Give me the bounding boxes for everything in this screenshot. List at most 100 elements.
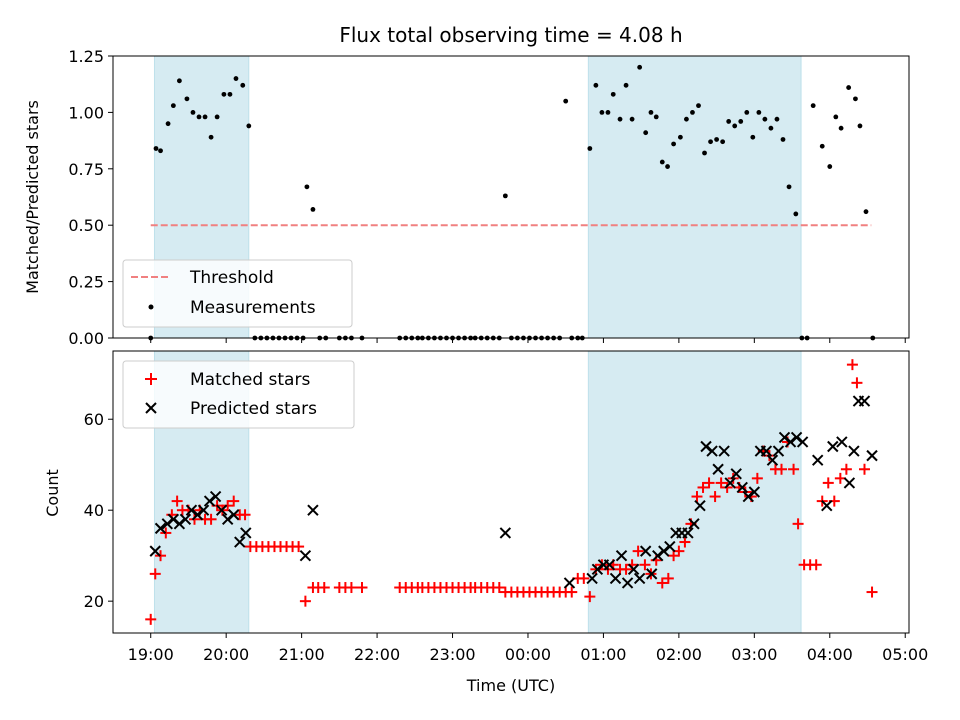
measurement-point: [677, 134, 683, 140]
predicted-star-point: [173, 518, 186, 530]
predicted-star-b: [203, 495, 216, 507]
measurement-point: [665, 164, 670, 169]
measurement-point: [750, 134, 756, 140]
predicted-star-point: [167, 513, 180, 525]
matched-star-point: [810, 559, 822, 571]
shaded-span: [587, 350, 802, 634]
predicted-star-b: [766, 454, 779, 466]
bottom-legend-box: [122, 360, 355, 429]
x-tick-label: 01:00: [580, 645, 626, 664]
measurement-point: [502, 193, 508, 199]
predicted-star-point: [730, 468, 742, 480]
measurement-point: [744, 110, 750, 115]
matched-star-point: [293, 541, 305, 553]
predicted-star-b: [185, 504, 198, 516]
predicted-star-point: [621, 577, 634, 589]
predicted-star-b: [866, 449, 878, 462]
bottom-panel: 20 40 60 19:00 20:00 21:00 22:00 23:00 00:00 01:…: [43, 350, 928, 695]
predicted-star-point: [790, 431, 803, 444]
measurement-point: [610, 91, 616, 97]
predicted-star-point: [712, 463, 724, 475]
predicted-star-b: [784, 436, 797, 448]
legend-measurements-label: Measurements: [190, 298, 316, 318]
measurement-point: [857, 123, 863, 129]
shaded-span: [587, 55, 802, 339]
matched-star-point: [188, 513, 200, 525]
predicted-star-point: [154, 522, 167, 535]
predicted-star-b: [499, 527, 512, 539]
predicted-star-b: [603, 559, 616, 571]
top-legend-box: [122, 259, 353, 328]
predicted-star-b: [563, 577, 576, 589]
predicted-star-b: [633, 572, 646, 585]
matched-star-point: [662, 572, 674, 584]
measurement-point: [690, 110, 695, 115]
measurement-point: [696, 103, 701, 109]
measurement-point: [599, 110, 605, 115]
predicted-star-b: [848, 445, 860, 457]
predicted-star-b: [154, 522, 167, 535]
predicted-star-b: [215, 504, 228, 516]
measurement-point: [246, 123, 252, 129]
matched-star-point: [679, 536, 691, 548]
measurement-point: [227, 91, 233, 97]
predicted-star-b: [772, 445, 785, 457]
legend-matched-label: Matched stars: [190, 370, 310, 390]
top-y-ticks: 0.00 0.25 0.50 0.75 1.00 1.25: [68, 47, 113, 348]
predicted-star-b: [197, 504, 210, 516]
top-x-ticks: [150, 338, 906, 343]
predicted-star-b: [778, 431, 791, 444]
predicted-star-point: [591, 563, 604, 576]
predicted-star-b: [796, 436, 809, 448]
predicted-star-point: [609, 572, 622, 585]
matched-star-point: [239, 509, 251, 521]
predicted-star-point: [848, 445, 860, 457]
bottom-axes-frame: [112, 350, 910, 634]
predicted-star-b: [748, 486, 761, 498]
measurement-point: [863, 209, 869, 215]
measurement-point: [780, 137, 786, 142]
predicted-star-b: [652, 549, 664, 562]
predicted-star-b: [627, 563, 640, 576]
predicted-star-point: [234, 536, 246, 548]
predicted-star-point: [185, 504, 198, 516]
predicted-star-point: [221, 513, 234, 525]
matched-star-point: [851, 377, 863, 389]
predicted-star-b: [179, 513, 192, 525]
predicted-star-b: [682, 527, 694, 539]
measurement-point: [643, 130, 649, 136]
predicted-star-b: [718, 445, 730, 457]
predicted-star-point: [821, 499, 833, 512]
predicted-star-point: [615, 549, 628, 562]
top-axes-frame: [112, 55, 910, 339]
predicted-star-b: [591, 563, 604, 576]
matched-star-point: [709, 491, 721, 503]
measurement-point: [648, 110, 654, 115]
predicted-star-b: [646, 568, 658, 580]
predicted-star-point: [748, 486, 761, 498]
bottom-y-ticks: 20 40 60: [84, 410, 113, 611]
predicted-star-point: [694, 499, 706, 512]
measurement-point: [304, 184, 310, 190]
predicted-star-b: [821, 499, 833, 512]
y-tick-label: 0.75: [68, 160, 104, 179]
measurement-point: [810, 103, 816, 109]
predicted-star-point: [161, 518, 174, 530]
predicted-star-b: [712, 463, 724, 475]
x-tick-label: 00:00: [505, 645, 551, 664]
predicted-star-point: [633, 572, 646, 585]
x-tick-label: 03:00: [731, 645, 777, 664]
predicted-star-b: [664, 540, 676, 553]
measurement-point: [202, 114, 208, 120]
matched-star-point: [703, 477, 715, 489]
predicted-star-b: [173, 518, 186, 530]
predicted-star-b: [836, 436, 848, 448]
matched-star-point: [715, 477, 727, 489]
measurement-point: [684, 116, 689, 122]
matched-star-point: [727, 472, 739, 484]
predicted-star-b: [694, 499, 706, 512]
matched-star-point: [792, 518, 804, 530]
predicted-star-point: [203, 495, 216, 507]
predicted-star-point: [796, 436, 809, 448]
matched-star-point: [639, 559, 651, 571]
